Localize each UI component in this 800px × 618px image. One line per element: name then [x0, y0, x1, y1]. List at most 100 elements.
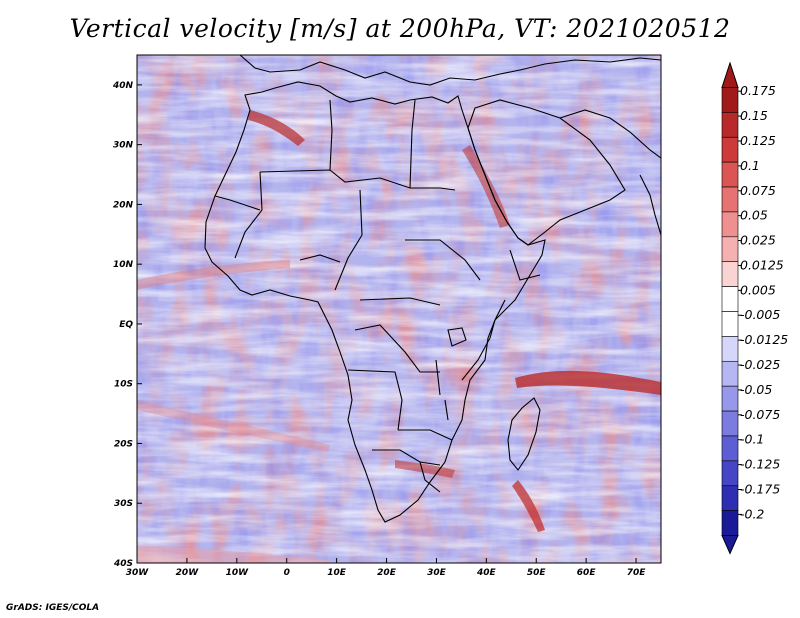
indian-ocean-band: [515, 370, 661, 395]
colorbar-bin: [721, 286, 739, 312]
plot-frame: [136, 54, 662, 564]
lon-tick-label: 60E: [577, 568, 597, 578]
colorbar-bin: [721, 385, 739, 412]
lat-tick-label: 30S: [114, 499, 133, 509]
lat-tick-label: 10N: [113, 260, 134, 270]
lon-tick-label: 10E: [327, 568, 347, 578]
colorbar-label: -0.0125: [740, 332, 788, 347]
lon-tick-label: 20E: [377, 568, 397, 578]
colorbar-bin: [721, 112, 739, 138]
colorbar-bin: [721, 510, 739, 536]
colorbar-label: 0.125: [740, 133, 776, 148]
coastlines: [204, 55, 661, 523]
border-algeria: [329, 99, 333, 171]
field-streaks: [137, 55, 661, 563]
madagascar-coast: [507, 397, 541, 471]
colorbar-label: 0.15: [740, 108, 768, 123]
africa-coast: [204, 81, 546, 523]
border-botswana: [419, 461, 441, 493]
border-kenya: [489, 299, 506, 339]
border-angola: [347, 369, 403, 431]
colorbar-bin: [721, 460, 739, 487]
velocity-field: [137, 55, 661, 563]
colorbar-bin: [721, 311, 739, 337]
southern-africa-band: [395, 460, 455, 478]
colorbar-bin: [721, 485, 739, 511]
lat-axis: 40N 30N 20N 10N EQ 10S 20S 30S 40S: [112, 81, 142, 569]
southern-ocean-band: [137, 545, 330, 563]
colorbar-label: -0.125: [740, 457, 780, 472]
border-sudan: [405, 239, 481, 281]
mozambique-band: [512, 480, 545, 532]
lon-tick-label: 30E: [427, 568, 447, 578]
colorbar-bin: [721, 435, 739, 462]
colorbar-bin: [721, 161, 739, 188]
colorbar-bin: [721, 186, 739, 213]
colorbar-bin: [721, 261, 739, 287]
border-namibia: [372, 449, 441, 466]
lon-tick-label: 0: [284, 568, 290, 578]
colorbar-top-arrow: [721, 61, 739, 88]
colorbar-label: -0.2: [740, 506, 764, 521]
border-somalia: [509, 249, 541, 281]
colorbar-bin: [721, 87, 739, 113]
colorbar-bin: [721, 236, 739, 263]
border-nigeria: [299, 254, 341, 263]
border-mauritania: [214, 195, 261, 211]
lake-tanganyika: [435, 359, 441, 396]
india-coast: [639, 174, 661, 236]
colorbar-bin: [721, 211, 739, 238]
atlas-band: [248, 110, 305, 146]
colorbar-label: 0.075: [740, 183, 776, 198]
colorbar-label: 0.05: [740, 208, 768, 223]
lat-tick-label: 20N: [113, 200, 134, 210]
europe-coast: [239, 55, 661, 86]
lake-malawi: [444, 399, 449, 421]
grads-credit: GrADS: IGES/COLA: [6, 603, 100, 613]
lat-tick-label: 30N: [113, 141, 134, 151]
lake-victoria: [447, 327, 467, 347]
colorbar-label: -0.005: [740, 307, 780, 322]
colorbar-label: 0.005: [740, 282, 776, 297]
colorbar-bottom-arrow: [721, 535, 739, 555]
border-congo: [354, 324, 440, 373]
lon-tick-label: 20W: [176, 568, 200, 578]
lon-tick-label: 70E: [627, 568, 647, 578]
lon-tick-label: 50E: [527, 568, 547, 578]
colorbar-bin: [721, 360, 739, 387]
lat-tick-label: EQ: [119, 320, 133, 330]
colorbar-label: 0.1: [740, 158, 760, 173]
colorbar-bin: [721, 410, 739, 437]
colorbar-bin: [721, 336, 739, 362]
border-chad: [334, 189, 363, 291]
colorbar-label: -0.075: [740, 407, 780, 422]
red-sea-band: [462, 145, 510, 228]
colorbar-label: -0.025: [740, 357, 780, 372]
colorbar-label: 0.0125: [740, 257, 784, 272]
lat-tick-label: 40N: [112, 81, 134, 91]
colorbar-label: -0.175: [740, 481, 780, 496]
colorbar-label: -0.1: [740, 432, 764, 447]
border-car: [359, 297, 441, 306]
border-tanzania: [461, 337, 491, 381]
colorbar-label: -0.05: [740, 382, 772, 397]
west-africa-band: [137, 260, 290, 290]
lat-tick-label: 40S: [113, 559, 133, 569]
lon-tick-label: 40E: [476, 568, 497, 578]
south-atlantic-band: [137, 400, 330, 452]
border-libya: [409, 99, 416, 189]
colorbar: 0.175 0.15 0.125 0.1 0.075 0.05 0.025 0.0125 0.0…: [721, 61, 788, 555]
iran-coast: [559, 109, 661, 159]
border-zambia: [398, 429, 453, 441]
lat-tick-label: 20S: [114, 439, 133, 449]
border-mali: [234, 171, 263, 259]
colorbar-label: 0.175: [740, 83, 776, 98]
colorbar-label: 0.025: [740, 233, 776, 248]
lon-axis: 30W 20W 10W 0 10E 20E 30E 40E 50E 60E 70E: [126, 558, 646, 578]
lon-tick-label: 30W: [126, 568, 150, 578]
lon-tick-label: 10W: [226, 568, 250, 578]
map-title: Vertical velocity [m/s] at 200hPa, VT: 2…: [69, 14, 731, 43]
colorbar-bin: [721, 136, 739, 163]
lat-tick-label: 10S: [114, 380, 133, 390]
